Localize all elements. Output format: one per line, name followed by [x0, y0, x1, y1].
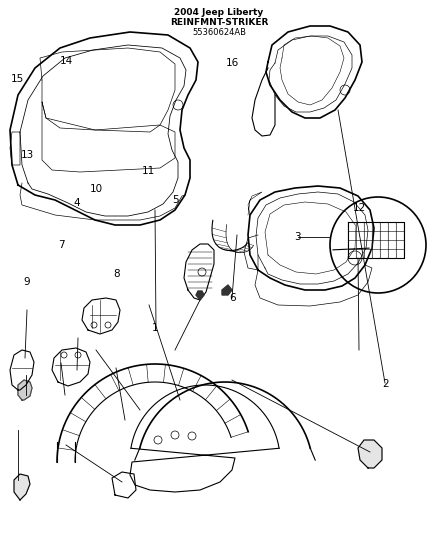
Text: 6: 6 [229, 294, 236, 303]
Text: 13: 13 [21, 150, 34, 159]
Text: 8: 8 [113, 270, 120, 279]
Text: 55360624AB: 55360624AB [192, 28, 246, 37]
Text: 10: 10 [90, 184, 103, 194]
Text: 2004 Jeep Liberty: 2004 Jeep Liberty [174, 8, 264, 17]
Polygon shape [196, 291, 204, 300]
Polygon shape [18, 380, 32, 400]
Text: 14: 14 [60, 56, 73, 66]
Text: 2: 2 [382, 379, 389, 389]
Polygon shape [358, 440, 382, 468]
Text: 11: 11 [142, 166, 155, 175]
Text: 12: 12 [353, 203, 366, 213]
Text: 5: 5 [172, 195, 179, 205]
Text: 1: 1 [152, 323, 159, 333]
Text: 9: 9 [23, 278, 30, 287]
Text: 16: 16 [226, 58, 239, 68]
Text: 3: 3 [294, 232, 301, 242]
Text: REINFMNT-STRIKER: REINFMNT-STRIKER [170, 18, 268, 27]
Text: 15: 15 [11, 74, 24, 84]
Text: 4: 4 [73, 198, 80, 207]
Text: 7: 7 [58, 240, 65, 250]
Polygon shape [14, 474, 30, 500]
Polygon shape [222, 285, 232, 295]
